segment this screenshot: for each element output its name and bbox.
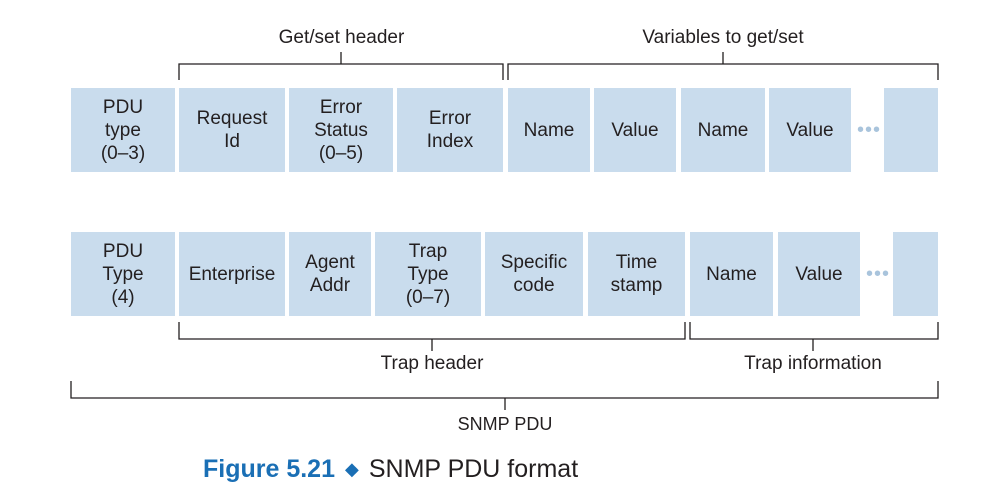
trap-information-bracket (689, 322, 939, 340)
variable-name-cell: Name (508, 88, 590, 172)
error-status-cell: Error Status (0–5) (289, 88, 393, 172)
specific-code-cell: Specific code (485, 232, 583, 316)
request-id-cell: Request Id (179, 88, 285, 172)
ellipsis-icon: ••• (857, 119, 882, 141)
trap-pdu-type-cell: PDU Type (4) (71, 232, 175, 316)
variable-value-cell: Value (769, 88, 851, 172)
figure-number: Figure 5.21 (203, 455, 335, 483)
figure-title: SNMP PDU format (368, 455, 579, 483)
diamond-icon: ◆ (345, 459, 359, 479)
variables-label: Variables to get/set (642, 27, 804, 48)
snmp-pdu-bracket (70, 381, 939, 399)
agent-addr-cell: Agent Addr (289, 232, 371, 316)
snmp-pdu-label: SNMP PDU (457, 414, 553, 434)
trap-header-bracket (178, 322, 686, 340)
trap-type-cell: Trap Type (0–7) (375, 232, 481, 316)
trap-trailing-cell (893, 232, 938, 316)
trap-header-label: Trap header (380, 353, 484, 374)
time-stamp-cell: Time stamp (588, 232, 685, 316)
getset-header-bracket (178, 63, 504, 80)
trap-value-cell: Value (778, 232, 860, 316)
variable-trailing-cell (884, 88, 938, 172)
error-index-cell: Error Index (397, 88, 503, 172)
ellipsis-icon: ••• (866, 263, 891, 285)
enterprise-cell: Enterprise (179, 232, 285, 316)
variables-bracket (507, 63, 939, 80)
variable-name-cell: Name (681, 88, 765, 172)
trap-information-label: Trap information (744, 353, 882, 374)
getset-header-label: Get/set header (278, 27, 405, 48)
pdu-type-cell: PDU type (0–3) (71, 88, 175, 172)
variable-value-cell: Value (594, 88, 676, 172)
figure-caption: Figure 5.21 ◆ SNMP PDU format (203, 455, 578, 484)
trap-name-cell: Name (690, 232, 773, 316)
